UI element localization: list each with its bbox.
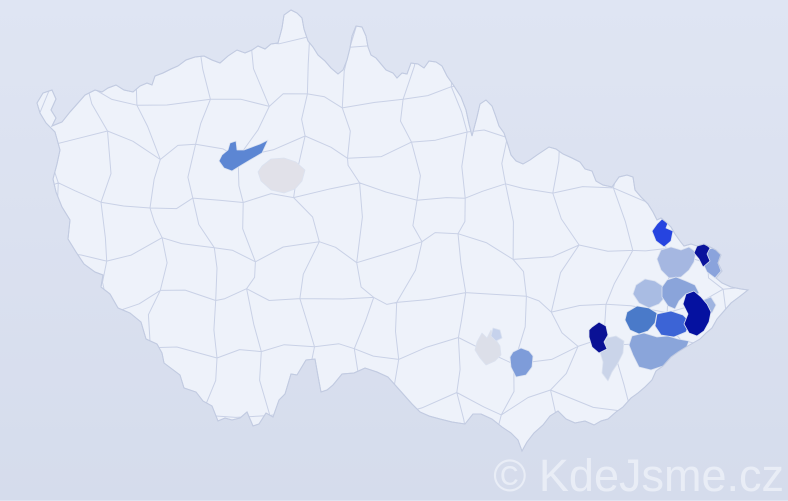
district-shape-central-moravia-pale[interactable] [490,327,503,342]
district-shape-east-light-periwinkle[interactable] [632,278,667,309]
highlighted-districts [218,139,722,382]
watermark-kdejsme: © KdeJsme.cz [493,449,784,501]
country-outline [36,9,749,452]
district-shape-west-medium-blue[interactable] [218,139,269,172]
district-shape-ne-light-periwinkle[interactable] [656,246,697,279]
district-shape-east-royal-blue[interactable] [654,310,691,338]
district-shape-central-moravia-medium[interactable] [509,347,534,378]
district-shape-east-navy-large[interactable] [682,290,712,337]
district-shape-southeast-navy[interactable] [588,321,609,354]
district-shape-east-steel-blue[interactable] [624,305,658,335]
district-shape-west-gray[interactable] [257,157,306,194]
